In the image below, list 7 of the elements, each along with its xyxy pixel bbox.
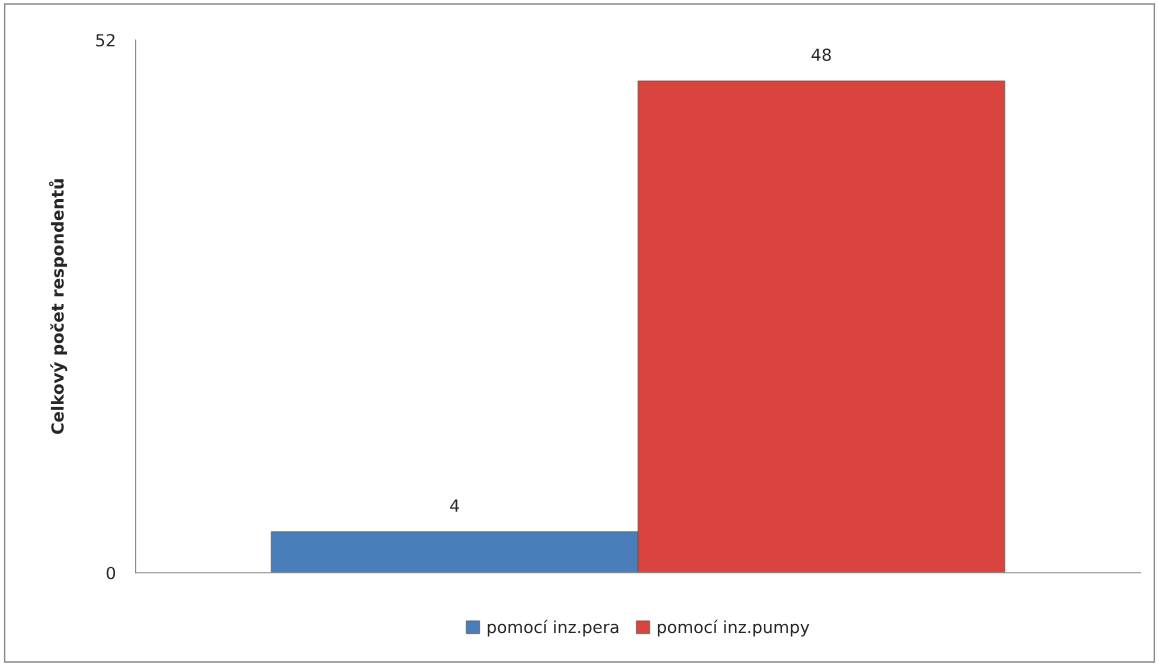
legend-label: pomocí inz.pumpy bbox=[657, 619, 810, 637]
y-tick-label: 52 bbox=[96, 33, 115, 47]
data-label: 4 bbox=[450, 499, 460, 512]
y-axis-title: Celkový počet respondentů bbox=[48, 179, 68, 434]
legend-label: pomocí inz.pera bbox=[487, 619, 619, 637]
data-label: 48 bbox=[811, 48, 831, 62]
y-tick-label: 0 bbox=[106, 566, 116, 580]
